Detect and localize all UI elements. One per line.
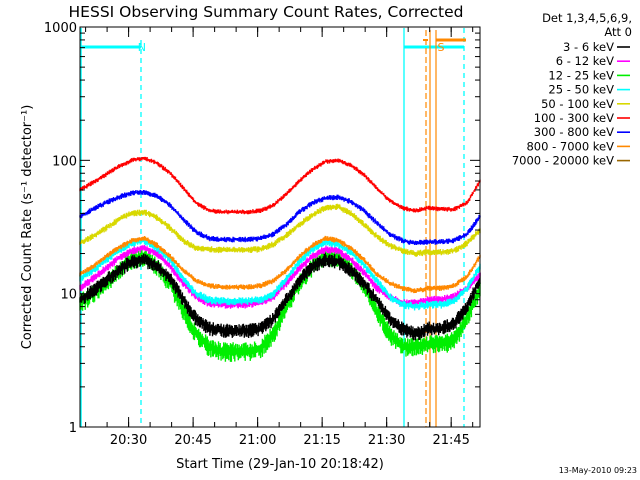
y-tick-label: 1: [69, 421, 77, 436]
y-tick-label: 1000: [44, 21, 77, 36]
x-tick-label: 21:00: [239, 433, 276, 448]
x-tick-label: 21:15: [303, 433, 340, 448]
legend-label-4: 50 - 100 keV: [541, 97, 614, 111]
x-tick-label: 21:45: [432, 433, 469, 448]
legend-header-line1: Det 1,3,4,5,6,9,: [542, 11, 632, 25]
legend-label-5: 100 - 300 keV: [534, 111, 614, 125]
legend-label-8: 7000 - 20000 keV: [512, 154, 614, 168]
y-tick-label: 100: [52, 154, 77, 169]
plot-frame: [79, 26, 481, 428]
axis-ticks: [80, 26, 480, 428]
legend-header-line2: Att 0: [604, 25, 632, 39]
footer-timestamp: 13-May-2010 09:23: [559, 466, 637, 475]
annotation-n: N: [138, 41, 146, 54]
y-tick-label: 10: [60, 288, 77, 303]
legend-label-1: 6 - 12 keV: [556, 54, 614, 68]
legend-label-6: 300 - 800 keV: [534, 125, 614, 139]
legend-label-7: 800 - 7000 keV: [526, 139, 614, 153]
chart-title: HESSI Observing Summary Count Rates, Cor…: [69, 3, 464, 21]
x-tick-label: 20:30: [110, 433, 147, 448]
legend-label-0: 3 - 6 keV: [563, 40, 614, 54]
x-tick-label: 21:30: [368, 433, 405, 448]
y-axis-label: Corrected Count Rate (s⁻¹ detector⁻¹): [20, 105, 35, 350]
tick-labels: 1 10 100 1000 20:30 20:45 21:00 21:15 21:30 21:45: [44, 21, 470, 448]
x-axis-label: Start Time (29-Jan-10 20:18:42): [176, 457, 384, 472]
annotation-s: S: [438, 41, 445, 54]
x-tick-label: 20:45: [174, 433, 211, 448]
legend-label-3: 25 - 50 keV: [548, 83, 614, 97]
legend-label-2: 12 - 25 keV: [548, 68, 614, 82]
